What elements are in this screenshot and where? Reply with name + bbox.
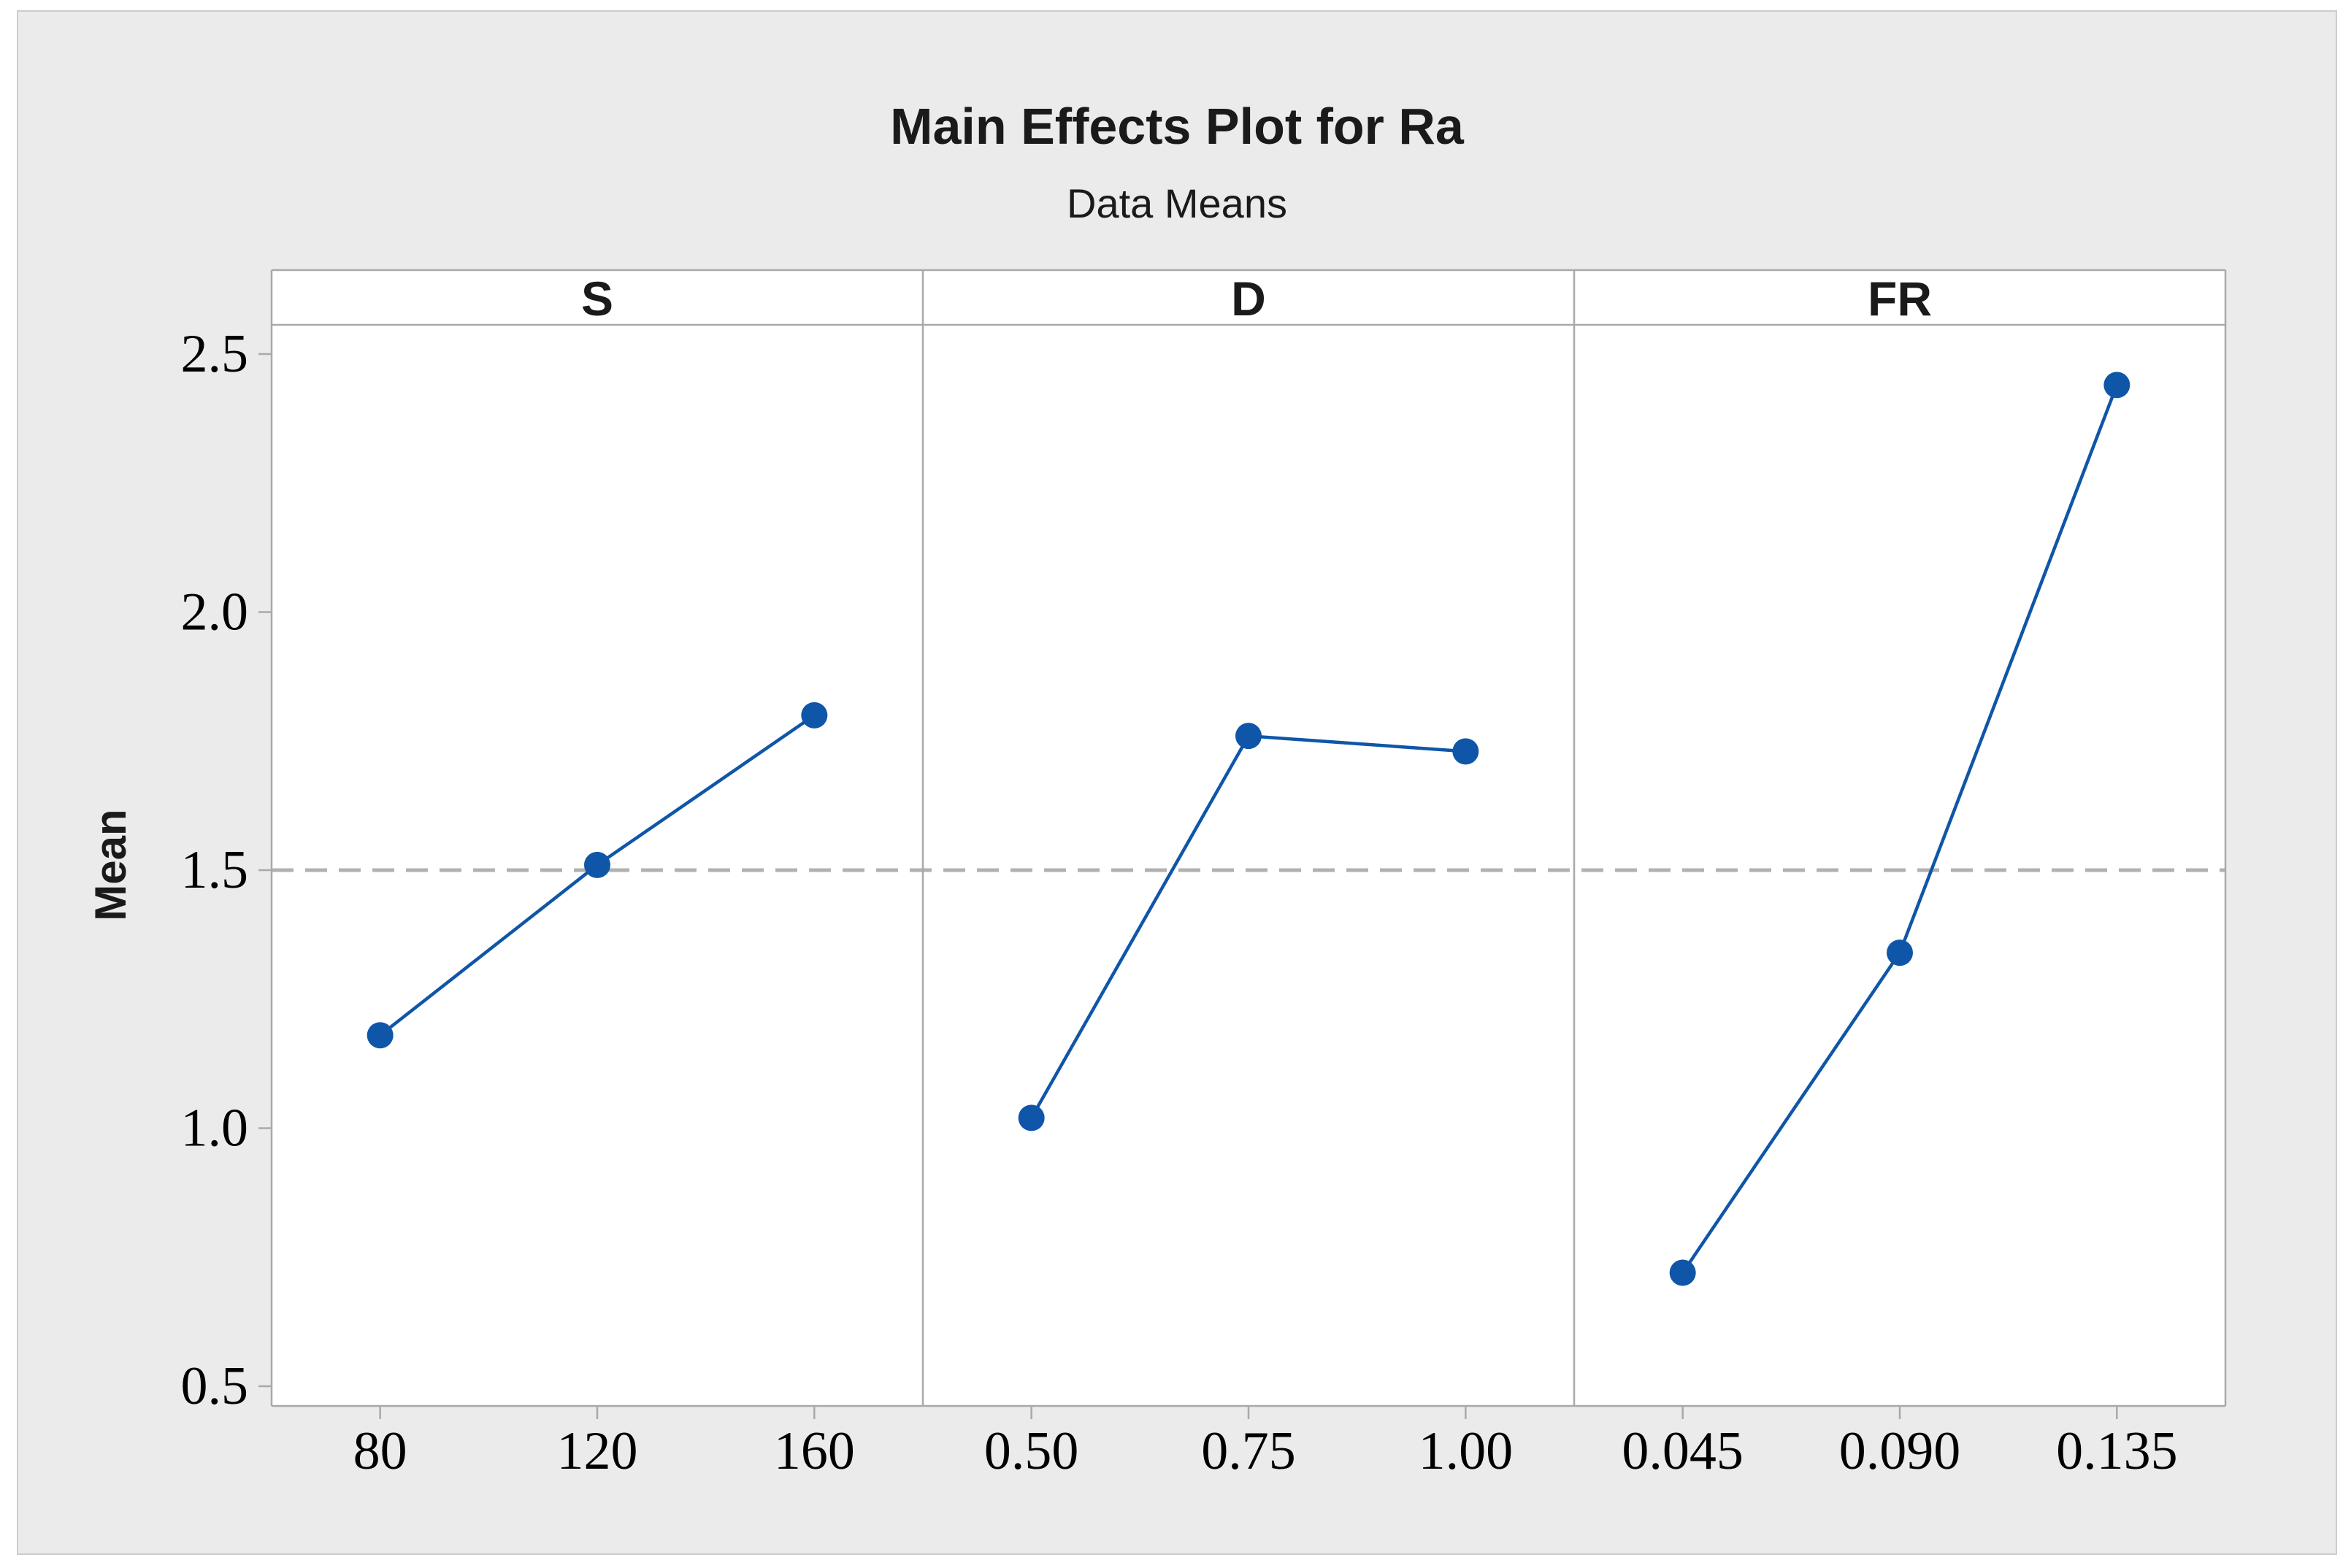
axes-layer: 0.5 1.0 1.5 2.0 2.5 S 80 120 160 D 0.50 0.75 1.00 FR 0… xyxy=(181,269,2227,1481)
y-tick-label: 0.5 xyxy=(181,1356,249,1416)
chart-subtitle: Data Means xyxy=(1067,180,1287,226)
x-tick-label: 0.090 xyxy=(1839,1421,1961,1481)
data-point-S-160 xyxy=(801,702,828,729)
panel-header-label-D: D xyxy=(1231,272,1266,326)
chart-title: Main Effects Plot for Ra xyxy=(890,98,1465,155)
data-point-FR-0.045 xyxy=(1669,1259,1696,1286)
x-tick-label: 0.50 xyxy=(984,1421,1079,1481)
y-tick-label: 1.0 xyxy=(181,1099,249,1158)
x-tick-label: 0.135 xyxy=(2056,1421,2178,1481)
panel-header-band xyxy=(272,270,2225,325)
y-tick-label: 1.5 xyxy=(181,840,249,900)
x-tick-label: 0.045 xyxy=(1622,1421,1744,1481)
y-tick-label: 2.0 xyxy=(181,583,249,642)
series-layer xyxy=(367,372,2131,1286)
data-point-D-0.50 xyxy=(1018,1104,1045,1131)
data-point-S-120 xyxy=(584,851,610,878)
panel-header-label-S: S xyxy=(581,272,613,326)
panels-layer xyxy=(272,270,2225,1406)
x-tick-label: 0.75 xyxy=(1201,1421,1296,1481)
y-tick-label: 2.5 xyxy=(181,324,249,384)
x-tick-label: 120 xyxy=(557,1421,638,1481)
x-tick-label: 1.00 xyxy=(1419,1421,1514,1481)
data-point-D-1.00 xyxy=(1452,738,1479,765)
data-point-S-80 xyxy=(367,1022,394,1049)
data-point-FR-0.090 xyxy=(1887,939,1913,966)
data-point-D-0.75 xyxy=(1235,723,1262,750)
panel-header-label-FR: FR xyxy=(1868,272,1932,326)
y-axis-title: Mean xyxy=(86,809,135,921)
data-point-FR-0.135 xyxy=(2103,372,2131,399)
x-tick-label: 160 xyxy=(774,1421,855,1481)
x-tick-label: 80 xyxy=(353,1421,407,1481)
